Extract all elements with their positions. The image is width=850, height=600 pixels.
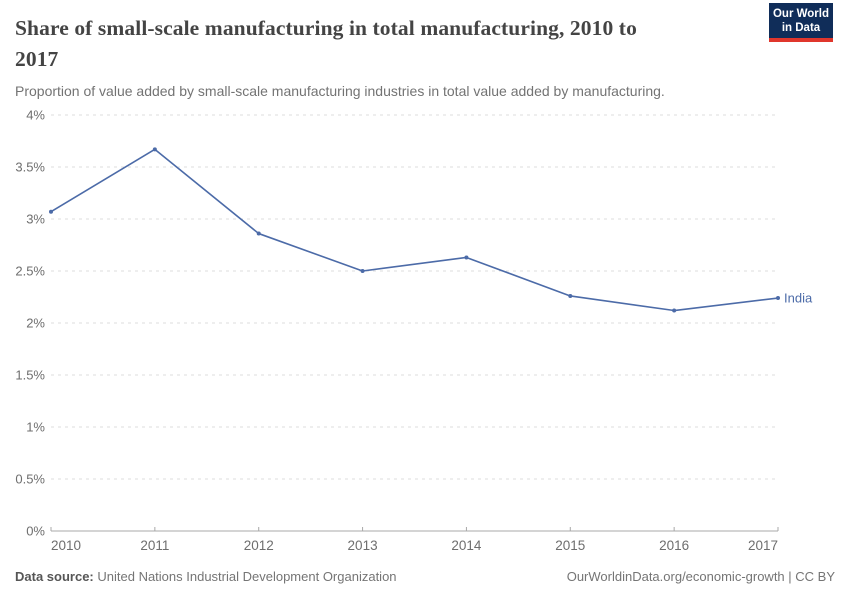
x-tick-label: 2017 bbox=[748, 538, 778, 553]
owid-logo-line2: in Data bbox=[781, 21, 821, 34]
x-tick-label: 2016 bbox=[659, 538, 689, 553]
chart-title: Share of small-scale manufacturing in to… bbox=[15, 13, 755, 75]
data-source: Data source: United Nations Industrial D… bbox=[15, 569, 397, 584]
x-tick-label: 2015 bbox=[555, 538, 585, 553]
y-tick-label: 4% bbox=[26, 108, 45, 123]
series-label: India bbox=[784, 291, 813, 306]
x-tick-label: 2013 bbox=[348, 538, 378, 553]
data-point[interactable] bbox=[672, 308, 677, 313]
chart-footer: Data source: United Nations Industrial D… bbox=[15, 569, 835, 584]
data-source-value: United Nations Industrial Development Or… bbox=[97, 569, 397, 584]
x-tick-label: 2012 bbox=[244, 538, 274, 553]
data-source-label: Data source: bbox=[15, 569, 94, 584]
x-tick-label: 2014 bbox=[451, 538, 482, 553]
y-tick-label: 0% bbox=[26, 524, 45, 539]
data-point[interactable] bbox=[776, 296, 780, 301]
x-tick-label: 2011 bbox=[140, 538, 169, 553]
attribution-link[interactable]: OurWorldinData.org/economic-growth | CC … bbox=[566, 569, 835, 584]
x-tick-label: 2010 bbox=[51, 538, 81, 553]
data-point[interactable] bbox=[464, 255, 469, 260]
y-tick-label: 2.5% bbox=[15, 264, 45, 279]
data-point[interactable] bbox=[49, 209, 53, 214]
owid-logo[interactable]: Our World in Data bbox=[769, 3, 833, 42]
data-point[interactable] bbox=[568, 293, 573, 298]
data-point[interactable] bbox=[256, 231, 261, 236]
y-tick-label: 1.5% bbox=[15, 368, 45, 383]
y-tick-label: 3.5% bbox=[15, 160, 45, 175]
y-tick-label: 0.5% bbox=[15, 472, 45, 487]
data-point[interactable] bbox=[360, 269, 365, 273]
owid-logo-line1: Our World bbox=[772, 7, 829, 20]
chart-title-line2: 2017 bbox=[15, 47, 59, 71]
chart-subtitle: Proportion of value added by small-scale… bbox=[15, 83, 665, 99]
y-tick-label: 2% bbox=[26, 316, 45, 331]
data-line[interactable] bbox=[50, 148, 779, 312]
y-tick-label: 3% bbox=[26, 212, 45, 227]
data-point[interactable] bbox=[152, 147, 157, 152]
y-tick-label: 1% bbox=[26, 420, 45, 435]
chart-header: Share of small-scale manufacturing in to… bbox=[15, 13, 835, 99]
chart-title-line1: Share of small-scale manufacturing in to… bbox=[15, 16, 637, 40]
